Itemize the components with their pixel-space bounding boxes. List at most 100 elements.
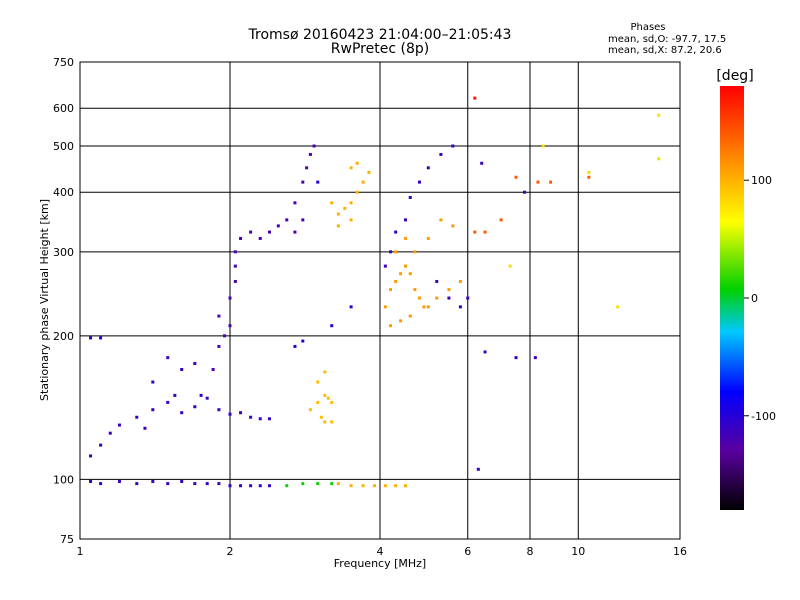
data-point (316, 482, 320, 486)
data-point (173, 393, 177, 397)
x-tick-label: 16 (673, 545, 687, 558)
data-point (447, 296, 451, 300)
phase-stats-x: mean, sd,X: 87.2, 20.6 (608, 45, 722, 56)
data-point (361, 484, 365, 488)
data-point (89, 336, 93, 340)
data-point (349, 305, 353, 309)
data-point (228, 484, 232, 488)
data-point (483, 350, 487, 354)
data-point (336, 224, 340, 228)
data-point (151, 479, 155, 483)
chart-subtitle: RwPretec (8p) (331, 41, 429, 57)
data-point (326, 396, 330, 400)
data-point (361, 180, 365, 184)
data-point (293, 230, 297, 234)
data-point (514, 356, 518, 360)
data-point (330, 400, 334, 404)
data-point (205, 482, 209, 486)
data-point (217, 314, 221, 318)
data-point (367, 170, 371, 174)
data-point (301, 482, 305, 486)
data-point (180, 411, 184, 415)
data-point (205, 396, 209, 400)
data-point (514, 175, 518, 179)
data-point (399, 272, 403, 276)
data-point (323, 420, 327, 424)
data-point (349, 218, 353, 222)
data-point (267, 230, 271, 234)
data-point (426, 166, 430, 170)
data-point (458, 305, 462, 309)
data-point (199, 393, 203, 397)
x-tick-label: 4 (377, 545, 384, 558)
data-point (217, 408, 221, 412)
data-point (480, 161, 484, 165)
data-point (408, 272, 412, 276)
data-point (399, 319, 403, 323)
y-tick-label: 100 (53, 473, 74, 486)
y-axis-label: Stationary phase Virtual Height [km] (38, 199, 51, 401)
data-point (301, 218, 305, 222)
data-point (193, 482, 197, 486)
data-point (267, 417, 271, 421)
data-points (89, 96, 661, 488)
data-point (349, 201, 353, 205)
data-point (417, 180, 421, 184)
data-point (336, 482, 340, 486)
colorbar-tick-label: 100 (751, 174, 772, 187)
data-point (267, 484, 271, 488)
data-point (249, 484, 253, 488)
data-point (343, 206, 347, 210)
data-point (458, 279, 462, 283)
y-tick-label: 750 (53, 56, 74, 69)
data-point (389, 288, 393, 292)
data-point (117, 479, 121, 483)
data-point (180, 367, 184, 371)
data-point (233, 250, 237, 254)
data-point (330, 324, 334, 328)
data-point (228, 324, 232, 328)
data-point (499, 218, 503, 222)
data-point (151, 408, 155, 412)
x-tick-label: 8 (527, 545, 534, 558)
data-point (293, 201, 297, 205)
grid-lines (80, 62, 680, 539)
data-point (166, 400, 170, 404)
y-tick-label: 400 (53, 186, 74, 199)
data-point (336, 212, 340, 216)
data-point (228, 412, 232, 416)
data-point (383, 264, 387, 268)
data-point (587, 170, 591, 174)
colorbar-ticks: 100 0 -100 (744, 174, 776, 423)
data-point (616, 305, 620, 309)
data-point (549, 180, 553, 184)
data-point (349, 484, 353, 488)
x-axis-label: Frequency [MHz] (334, 557, 426, 570)
data-point (508, 264, 512, 268)
data-point (394, 279, 398, 283)
data-point (239, 484, 243, 488)
data-point (389, 250, 393, 254)
data-point (293, 344, 297, 348)
data-point (373, 484, 377, 488)
data-point (285, 218, 289, 222)
chart-title: Tromsø 20160423 21:04:00–21:05:43 (248, 27, 512, 43)
data-point (285, 484, 289, 488)
data-point (426, 305, 430, 309)
data-point (217, 482, 221, 486)
data-point (249, 230, 253, 234)
data-point (323, 393, 327, 397)
data-point (473, 96, 477, 100)
data-point (308, 152, 312, 156)
data-point (228, 296, 232, 300)
data-point (330, 482, 334, 486)
data-point (473, 230, 477, 234)
data-point (413, 250, 417, 254)
data-point (587, 175, 591, 179)
data-point (117, 423, 121, 427)
y-tick-label: 75 (60, 533, 74, 546)
data-point (403, 218, 407, 222)
data-point (435, 279, 439, 283)
data-point (403, 484, 407, 488)
data-point (276, 224, 280, 228)
